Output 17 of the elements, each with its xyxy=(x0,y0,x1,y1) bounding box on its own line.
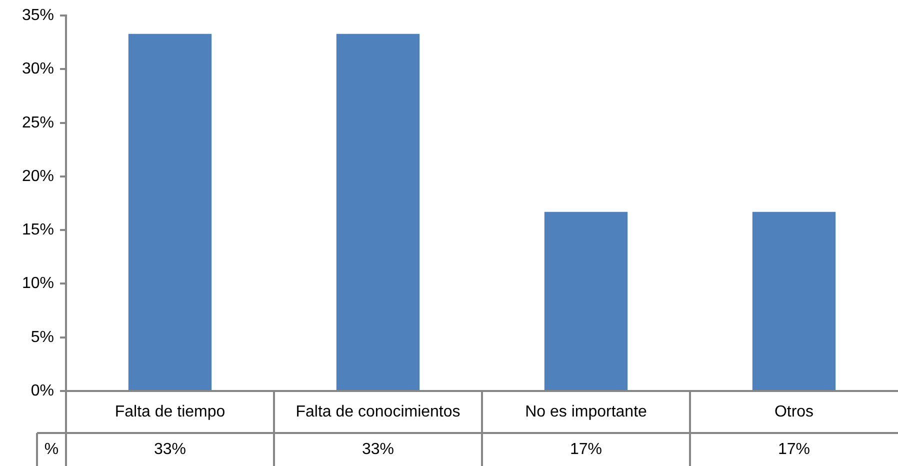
x-tick-label: Falta de conocimientos xyxy=(296,403,460,420)
x-tick-label: No es importante xyxy=(525,403,648,420)
y-tick-label: 10% xyxy=(22,275,54,292)
x-tick-label: Otros xyxy=(774,403,814,420)
y-tick-label: 0% xyxy=(30,382,54,400)
data-label: 17% xyxy=(570,440,602,458)
y-tick-label: 30% xyxy=(22,60,54,78)
y-tick-label: 5% xyxy=(30,328,54,346)
data-label: 33% xyxy=(362,440,394,458)
x-tick-label: Falta de tiempo xyxy=(114,403,226,420)
y-tick-label: 20% xyxy=(22,168,54,185)
data-label: 17% xyxy=(778,440,810,458)
y-tick-label: 25% xyxy=(22,114,54,132)
data-label: 33% xyxy=(154,440,186,458)
y-tick-label: 15% xyxy=(22,222,54,239)
text: % xyxy=(44,440,59,458)
y-tick-label: 35% xyxy=(22,7,54,24)
